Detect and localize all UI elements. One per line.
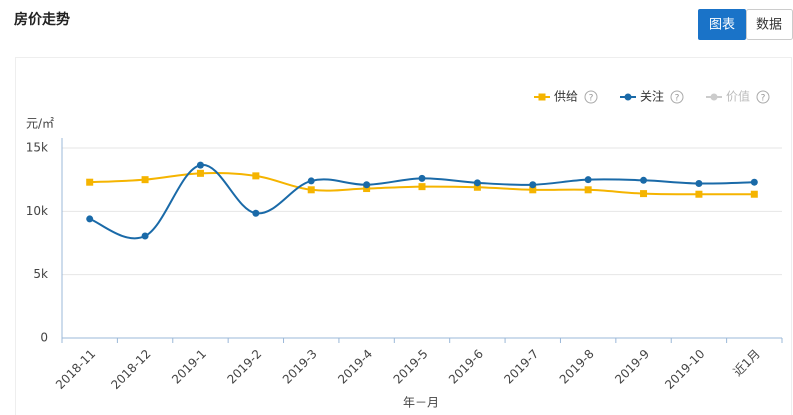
marker — [473, 183, 481, 191]
legend-marker — [710, 93, 718, 101]
legend-marker — [624, 93, 632, 101]
marker — [363, 181, 371, 189]
marker — [141, 176, 149, 184]
x-tick-label: 2019-8 — [557, 347, 597, 387]
marker — [529, 181, 537, 189]
marker — [252, 209, 260, 217]
y-tick-label: 10k — [26, 204, 48, 218]
x-tick-label: 2019-6 — [446, 347, 486, 387]
x-tick-label: 2019-9 — [612, 347, 652, 387]
help-icon-mark: ? — [589, 94, 594, 104]
x-tick-label: 2018-12 — [108, 347, 153, 392]
x-tick-label: 2019-7 — [501, 347, 541, 387]
chart-button-label[interactable]: 图表 — [709, 18, 735, 33]
x-tick-label: 近1月 — [731, 347, 763, 379]
marker — [196, 169, 204, 177]
marker — [363, 185, 371, 193]
marker — [418, 174, 426, 182]
y-tick-label: 0 — [40, 331, 48, 345]
x-tick-label: 2019-3 — [280, 347, 320, 387]
data-button-label[interactable]: 数据 — [756, 18, 782, 33]
legend-marker — [538, 93, 546, 101]
marker — [141, 232, 149, 240]
marker — [584, 176, 592, 184]
marker — [473, 179, 481, 187]
marker — [695, 190, 703, 198]
x-tick-label: 2019-2 — [224, 347, 264, 387]
x-tick-label: 2019-5 — [391, 347, 431, 387]
marker — [750, 178, 758, 186]
marker — [307, 186, 315, 194]
marker — [584, 186, 592, 194]
help-icon-mark: ? — [761, 94, 766, 104]
marker — [252, 172, 260, 180]
marker — [307, 177, 315, 185]
marker — [196, 161, 204, 169]
y-tick-label: 15k — [26, 141, 48, 155]
legend-label: 价值 — [726, 89, 750, 104]
help-icon — [584, 90, 598, 104]
marker — [695, 179, 703, 187]
x-tick-label: 2019-4 — [335, 347, 375, 387]
help-icon — [670, 90, 684, 104]
help-icon — [756, 90, 770, 104]
page-title: 房价走势 — [14, 11, 70, 28]
marker — [529, 186, 537, 194]
marker — [640, 190, 648, 198]
x-tick-label: 2019-1 — [169, 347, 209, 387]
marker — [750, 190, 758, 198]
help-icon-mark: ? — [675, 94, 680, 104]
x-tick-label: 2018-11 — [53, 347, 98, 392]
marker — [418, 183, 426, 191]
y-tick-label: 5k — [33, 267, 48, 281]
x-axis-label: 年－月 — [403, 396, 439, 410]
x-tick-label: 2019-10 — [662, 347, 707, 392]
marker — [640, 176, 648, 184]
chart-frame — [15, 57, 792, 415]
legend-label: 供给 — [554, 90, 578, 104]
marker — [86, 178, 94, 186]
legend-label: 关注 — [640, 89, 664, 104]
chart-button[interactable] — [698, 9, 746, 40]
marker — [86, 215, 94, 223]
y-axis-label: 元/㎡ — [26, 117, 54, 131]
